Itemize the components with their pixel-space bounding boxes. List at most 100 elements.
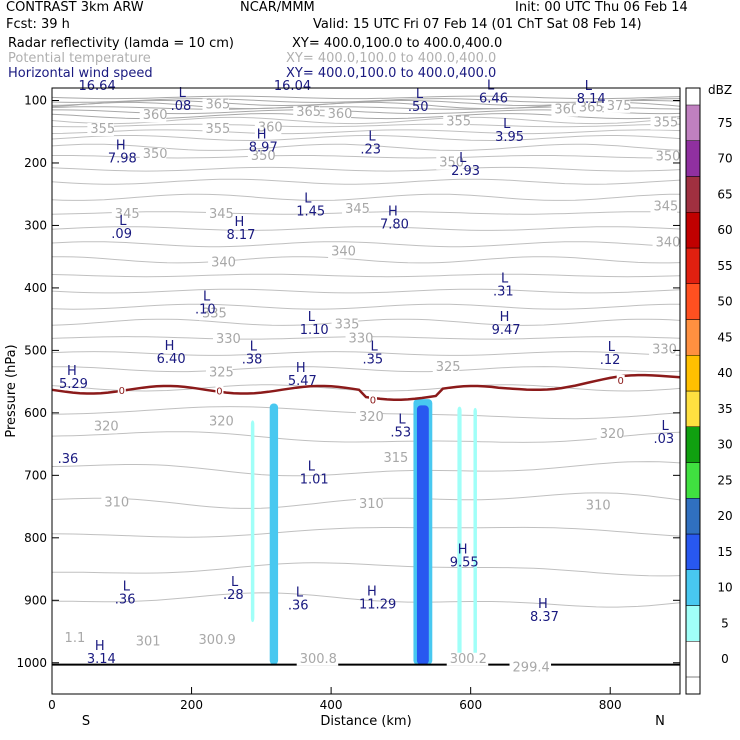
colorbar-tick-label: 25 (717, 473, 732, 487)
theta-contour-line (51, 318, 681, 326)
wind-speed-label: 8.37 (530, 610, 559, 625)
theta-contour-line (52, 256, 681, 264)
theta-label-bg (603, 99, 631, 113)
wind-extremum-marker: L (608, 340, 616, 355)
colorbar-swatch (685, 390, 701, 427)
colorbar-swatch (685, 104, 701, 141)
theta-label-bg (432, 361, 460, 375)
theta-label-bg (212, 332, 240, 346)
field-reflectivity: Radar reflectivity (lamda = 10 cm) (8, 36, 234, 51)
theta-label: 355 (90, 122, 115, 137)
theta-label: 310 (586, 499, 611, 514)
freezing-label-bg (368, 394, 377, 405)
theta-label: 360 (328, 107, 353, 122)
init-time: Init: 00 UTC Thu 06 Feb 14 (515, 0, 688, 15)
wind-extremum-marker: H (234, 215, 244, 230)
theta-contour-line (51, 288, 681, 294)
valid-time: Valid: 15 UTC Fri 07 Feb 14 (01 ChT Sat … (313, 17, 642, 32)
wind-speed-label: .38 (242, 353, 263, 368)
wind-extremum-marker: L (585, 79, 593, 94)
theta-label-bg (446, 652, 489, 666)
freezing-label-bg (215, 385, 224, 396)
theta-label: 310 (359, 497, 384, 512)
wind-extremum-marker: L (179, 86, 187, 101)
theta-contour-line (51, 98, 681, 103)
wind-extremum-marker: L (296, 586, 304, 601)
theta-label-bg (652, 236, 680, 250)
theta-label: 350 (656, 149, 681, 164)
theta-label: 299.4 (513, 661, 550, 676)
y-tick-label: 300 (24, 218, 47, 232)
theta-label: 340 (656, 236, 681, 251)
freezing-label-bg (117, 385, 126, 395)
theta-label: 330 (216, 332, 241, 347)
wind-extremum-marker: H (116, 138, 126, 153)
wind-speed-label: .36 (288, 599, 309, 614)
theta-contour-line (51, 273, 681, 278)
theta-label: 375 (607, 99, 632, 114)
colorbar-tick-label: 40 (717, 366, 732, 380)
wind-speed-label: .10 (195, 303, 216, 318)
theta-label: 345 (209, 207, 234, 222)
wind-speed-label: .09 (111, 227, 132, 242)
theta-label-bg (356, 410, 383, 424)
theta-label-bg (551, 103, 578, 117)
theta-label: 320 (600, 427, 625, 442)
theta-label-bg (345, 332, 373, 346)
theta-label: 350 (251, 149, 276, 164)
theta-label-bg (111, 207, 139, 221)
colorbar-swatch (685, 283, 701, 320)
theta-contour-line (51, 193, 681, 201)
freezing-level-label: 0 (216, 387, 222, 398)
wind-speed-label: 8.14 (577, 92, 606, 107)
theta-label-bg (582, 499, 610, 513)
x-axis-label: Distance (km) (320, 714, 411, 729)
theta-contour-line (51, 241, 681, 248)
theta-label-bg (575, 101, 603, 115)
theta-label-bg (206, 207, 233, 221)
colorbar-tick-label: 75 (717, 116, 732, 130)
freezing-level-label: 0 (119, 386, 125, 397)
colorbar-unit: dBZ (708, 83, 732, 97)
theta-label-bg (195, 634, 238, 648)
field-theta: Potential temperature (8, 51, 151, 66)
wind-speed-label: 8.17 (226, 228, 255, 243)
wind-extremum-marker: L (503, 117, 511, 132)
colorbar-swatch (685, 247, 701, 284)
theta-label-bg (139, 147, 167, 161)
wind-speed-label: 6.40 (157, 352, 186, 367)
reflectivity-column (416, 405, 429, 665)
wind-extremum-marker: L (308, 310, 316, 325)
wind-speed-label: 7.80 (380, 218, 409, 233)
colorbar-tick-label: 30 (717, 438, 732, 452)
wind-extremum-marker: L (123, 579, 131, 594)
theta-contour-line (51, 95, 681, 100)
theta-label: 345 (653, 199, 678, 214)
theta-label-bg (342, 202, 369, 216)
theta-label-bg (650, 200, 677, 214)
theta-label-bg (61, 632, 89, 646)
theta-label: 1.1 (65, 631, 86, 646)
wind-speed-label: .53 (390, 426, 411, 441)
wind-extremum-marker: H (500, 310, 510, 325)
theta-label-bg (90, 420, 118, 434)
theta-label: 300.2 (450, 652, 487, 667)
wind-extremum-marker: H (388, 205, 398, 220)
theta-label-bg (101, 496, 128, 510)
field-wind-xy: XY= 400.0,100.0 to 400.0,400.0 (286, 66, 497, 81)
theta-label: 315 (383, 451, 408, 466)
theta-contour-line (51, 143, 681, 152)
colorbar-tick-label: 5 (721, 616, 729, 630)
wind-speed-label: .36 (115, 592, 136, 607)
theta-contour-line (51, 166, 681, 172)
theta-label-bg (202, 98, 230, 112)
colorbar-swatch (685, 140, 701, 177)
theta-label-bg (596, 427, 624, 441)
wind-speed-label: .03 (653, 432, 674, 447)
colorbar-swatch (685, 426, 701, 463)
theta-label: 345 (345, 202, 370, 217)
wind-extremum-marker: L (368, 130, 376, 145)
theta-label-bg (206, 366, 233, 380)
colorbar-swatch (685, 533, 701, 570)
reflectivity-column (473, 407, 477, 665)
